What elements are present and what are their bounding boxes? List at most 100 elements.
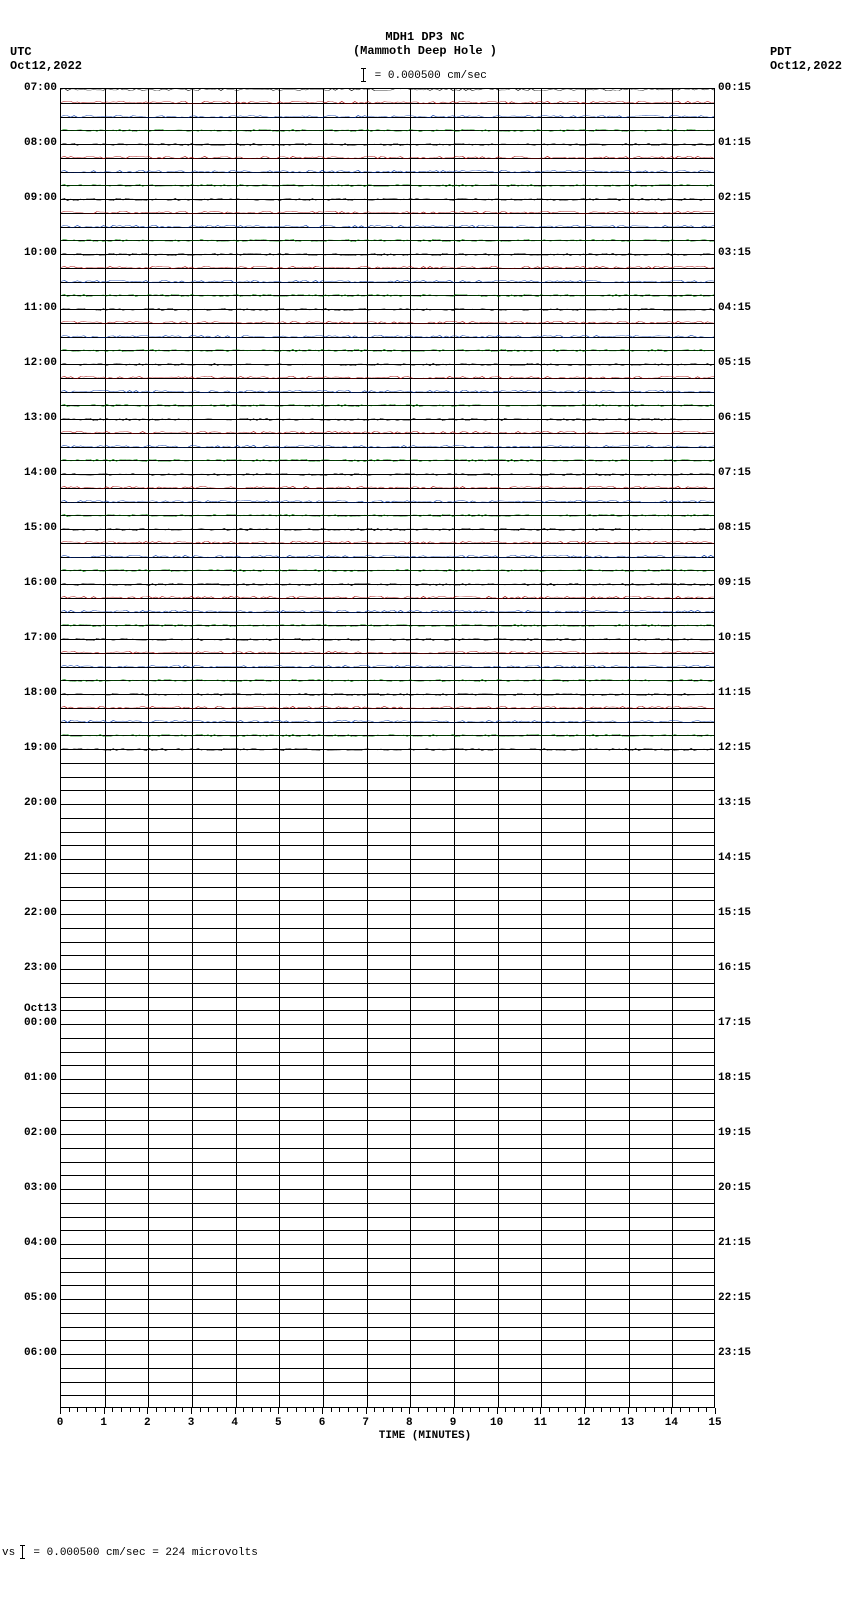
x-tick [540,1408,541,1414]
left-time-label: 14:00 [24,467,57,479]
x-axis-title: TIME (MINUTES) [0,1430,850,1442]
left-time-label: 20:00 [24,797,57,809]
grid-hline [61,1203,714,1204]
x-tick-label: 3 [188,1417,195,1429]
grid-hline [61,1107,714,1108]
grid-hline [61,130,714,131]
x-tick-label: 5 [275,1417,282,1429]
x-tick-minor [645,1408,646,1412]
right-time-label: 00:15 [718,82,751,94]
x-tick-label: 7 [362,1417,369,1429]
grid-hline [61,1148,714,1149]
scale-indicator: = 0.000500 cm/sec [0,68,850,82]
grid-hline [61,570,714,571]
grid-hline [61,1134,714,1135]
right-time-label: 01:15 [718,137,751,149]
grid-hline [61,955,714,956]
x-tick-minor [689,1408,690,1412]
grid-vline [236,89,237,1407]
right-time-label: 13:15 [718,797,751,809]
grid-hline [61,942,714,943]
grid-hline [61,295,714,296]
grid-hline [61,777,714,778]
left-time-label: 05:00 [24,1292,57,1304]
right-time-label: 03:15 [718,247,751,259]
x-tick-minor [654,1408,655,1412]
x-tick-minor [77,1408,78,1412]
x-tick-minor [479,1408,480,1412]
x-tick-label: 8 [406,1417,413,1429]
helicorder-plot [60,88,715,1408]
grid-hline [61,1368,714,1369]
x-tick-label: 9 [450,1417,457,1429]
grid-hline [61,282,714,283]
grid-hline [61,144,714,145]
grid-hline [61,172,714,173]
right-time-label: 15:15 [718,907,751,919]
right-time-label: 20:15 [718,1182,751,1194]
footer-text: = 0.000500 cm/sec = 224 microvolts [27,1547,258,1559]
grid-hline [61,185,714,186]
x-tick-minor [593,1408,594,1412]
left-time-label: 16:00 [24,577,57,589]
grid-hline [61,1217,714,1218]
grid-hline [61,557,714,558]
seismic-trace [61,88,714,91]
grid-hline [61,832,714,833]
grid-hline [61,1313,714,1314]
grid-hline [61,323,714,324]
grid-hline [61,859,714,860]
grid-hline [61,199,714,200]
left-time-label: 11:00 [24,302,57,314]
x-tick [453,1408,454,1414]
x-tick-minor [357,1408,358,1412]
grid-hline [61,735,714,736]
x-tick-minor [427,1408,428,1412]
left-time-label: 04:00 [24,1237,57,1249]
x-tick-minor [270,1408,271,1412]
right-time-label: 02:15 [718,192,751,204]
x-tick-minor [523,1408,524,1412]
grid-hline [61,254,714,255]
x-tick-minor [392,1408,393,1412]
x-tick-minor [698,1408,699,1412]
x-tick-minor [200,1408,201,1412]
grid-vline [148,89,149,1407]
grid-hline [61,653,714,654]
grid-hline [61,598,714,599]
x-tick-label: 11 [534,1417,547,1429]
x-tick-minor [331,1408,332,1412]
scale-value: = 0.000500 cm/sec [368,70,487,82]
right-time-label: 16:15 [718,962,751,974]
x-tick-minor [462,1408,463,1412]
x-tick-minor [305,1408,306,1412]
left-time-label: 00:00 [24,1017,57,1029]
right-time-label: 14:15 [718,852,751,864]
grid-hline [61,1175,714,1176]
left-time-label: 23:00 [24,962,57,974]
grid-hline [61,1258,714,1259]
grid-hline [61,694,714,695]
x-tick [628,1408,629,1414]
grid-hline [61,612,714,613]
grid-hline [61,488,714,489]
grid-hline [61,722,714,723]
grid-vline [323,89,324,1407]
grid-hline [61,1120,714,1121]
x-tick-minor [374,1408,375,1412]
grid-vline [367,89,368,1407]
grid-vline [498,89,499,1407]
x-tick-label: 13 [621,1417,634,1429]
x-axis-ticks [60,1408,715,1418]
x-tick-minor [348,1408,349,1412]
grid-hline [61,1327,714,1328]
x-tick-minor [418,1408,419,1412]
grid-vline [410,89,411,1407]
grid-hline [61,1272,714,1273]
grid-hline [61,1065,714,1066]
grid-hline [61,914,714,915]
grid-hline [61,515,714,516]
x-tick-minor [444,1408,445,1412]
grid-hline [61,460,714,461]
grid-hline [61,1079,714,1080]
